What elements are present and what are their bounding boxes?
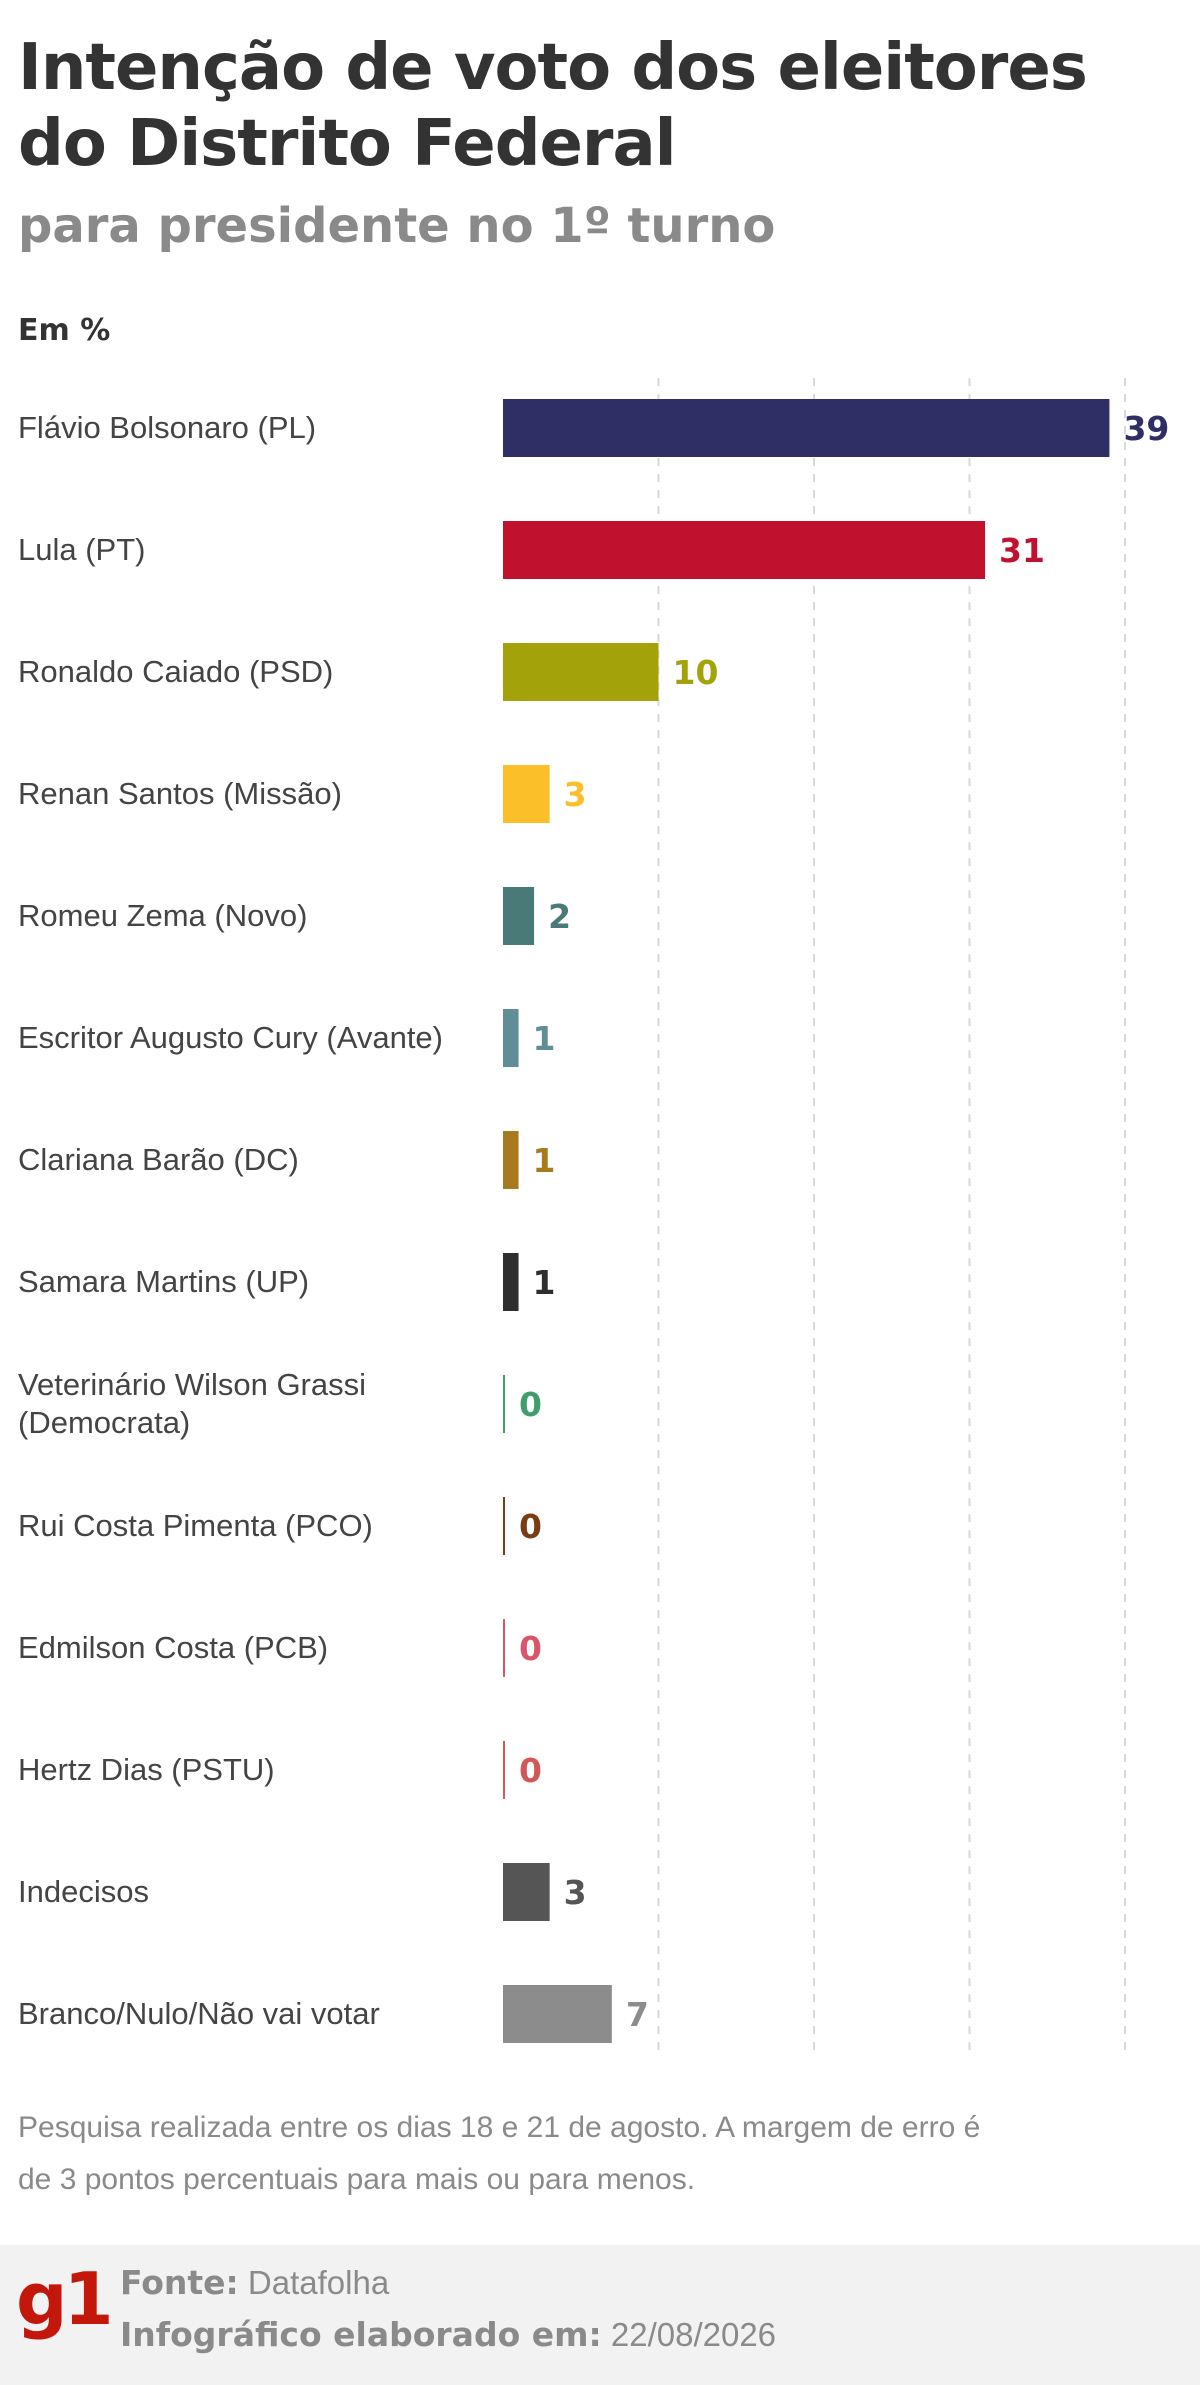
bar	[503, 765, 550, 823]
bar	[503, 1619, 505, 1677]
data-label: 3	[564, 775, 587, 814]
category-label: Branco/Nulo/Não vai votar	[18, 1996, 380, 2031]
unit-label: Em %	[18, 313, 111, 348]
category-label: Hertz Dias (PSTU)	[18, 1752, 275, 1787]
bar	[503, 1009, 519, 1067]
bar	[503, 643, 659, 701]
bar	[503, 1741, 505, 1799]
bar	[503, 1131, 519, 1189]
bar-chart: 39 31 10 3 2 1 1 1 0 0 0 0 3 7 Flávio Bolsonaro (PL) L…	[0, 370, 1200, 2060]
data-label: 7	[626, 1995, 649, 2034]
category-label: Escritor Augusto Cury (Avante)	[18, 1020, 443, 1055]
data-label: 10	[673, 653, 719, 692]
category-label: Flávio Bolsonaro (PL)	[18, 410, 317, 445]
g1-logo: g1	[16, 2257, 114, 2341]
bar	[503, 887, 535, 945]
category-label: Romeu Zema (Novo)	[18, 898, 308, 933]
data-label: 1	[533, 1263, 556, 1302]
chart-title: Intenção de voto dos eleitores do Distri…	[18, 31, 1088, 181]
bar	[503, 1497, 505, 1555]
chart-subtitle: para presidente no 1º turno	[18, 198, 776, 254]
category-label: Lula (PT)	[18, 532, 146, 567]
category-label: Rui Costa Pimenta (PCO)	[18, 1508, 373, 1543]
data-label: 39	[1123, 409, 1169, 448]
source-label: Fonte:	[120, 2263, 239, 2302]
category-label: Ronaldo Caiado (PSD)	[18, 654, 334, 689]
data-label: 31	[999, 531, 1045, 570]
data-label: 1	[533, 1019, 556, 1058]
source-value: Datafolha	[247, 2264, 390, 2301]
date-line: Infográfico elaborado em: 22/08/2026	[120, 2315, 776, 2354]
category-label: Clariana Barão (DC)	[18, 1142, 299, 1177]
data-label: 0	[519, 1385, 542, 1424]
bar	[503, 521, 986, 579]
footnote: Pesquisa realizada entre os dias 18 e 21…	[18, 2111, 981, 2196]
footer: g1 Fonte: Datafolha Infográfico elaborad…	[0, 2245, 1200, 2385]
bar	[503, 1985, 612, 2043]
source-line: Fonte: Datafolha	[120, 2263, 389, 2302]
bar	[503, 1375, 505, 1433]
category-label: Edmilson Costa (PCB)	[18, 1630, 329, 1665]
data-label: 0	[519, 1629, 542, 1668]
date-label: Infográfico elaborado em:	[120, 2315, 602, 2354]
data-label: 1	[533, 1141, 556, 1180]
category-label: Indecisos	[18, 1874, 149, 1909]
category-label: Samara Martins (UP)	[18, 1264, 310, 1299]
date-value: 22/08/2026	[610, 2316, 777, 2353]
data-label: 3	[564, 1873, 587, 1912]
bar	[503, 1863, 550, 1921]
category-label: Renan Santos (Missão)	[18, 776, 342, 811]
data-label: 2	[548, 897, 571, 936]
bar	[503, 1253, 519, 1311]
category-label: Veterinário Wilson Grassi (Democrata)	[18, 1367, 367, 1440]
data-label: 0	[519, 1751, 542, 1790]
bar	[503, 399, 1110, 457]
data-label: 0	[519, 1507, 542, 1546]
